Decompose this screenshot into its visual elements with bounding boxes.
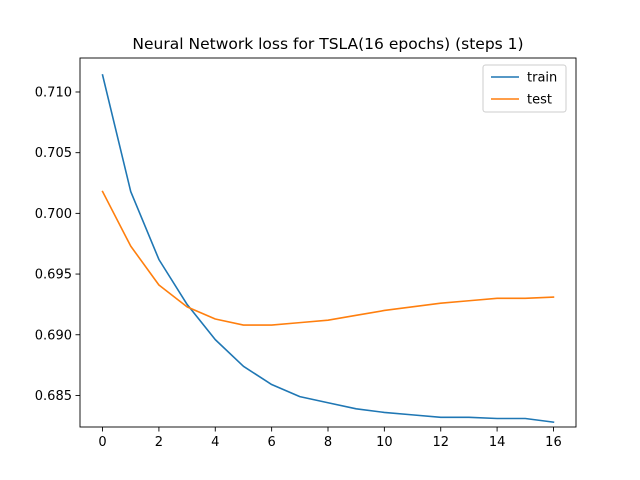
- y-tick-label: 0.710: [35, 85, 72, 100]
- legend: train test: [482, 64, 567, 113]
- y-tick-label: 0.705: [35, 146, 72, 161]
- y-tick-label: 0.685: [35, 389, 72, 404]
- axes: 0 2 4 6 8 10 12 14 16 0.685 0.690 0.695 0.700 0.705 0.…: [35, 57, 577, 450]
- x-tick-label: 0: [98, 435, 106, 450]
- x-tick-label: 16: [545, 435, 562, 450]
- x-tick-label: 4: [211, 435, 219, 450]
- legend-label-train: train: [527, 71, 557, 86]
- y-tick-label: 0.695: [35, 268, 72, 283]
- legend-label-test: test: [527, 93, 552, 108]
- y-tick-label: 0.700: [35, 207, 72, 222]
- x-tick-label: 6: [267, 435, 275, 450]
- series-line-test: [101, 190, 555, 326]
- x-tick-label: 2: [155, 435, 163, 450]
- plot-area: [101, 74, 555, 424]
- axes-frame: [79, 57, 577, 428]
- x-tick-label: 14: [489, 435, 506, 450]
- x-tick-label: 8: [324, 435, 332, 450]
- series-line-train: [101, 74, 555, 424]
- y-tick-label: 0.690: [35, 328, 72, 343]
- x-tick-label: 12: [432, 435, 449, 450]
- x-tick-label: 10: [376, 435, 393, 450]
- chart-title: Neural Network loss for TSLA(16 epochs) …: [132, 35, 523, 53]
